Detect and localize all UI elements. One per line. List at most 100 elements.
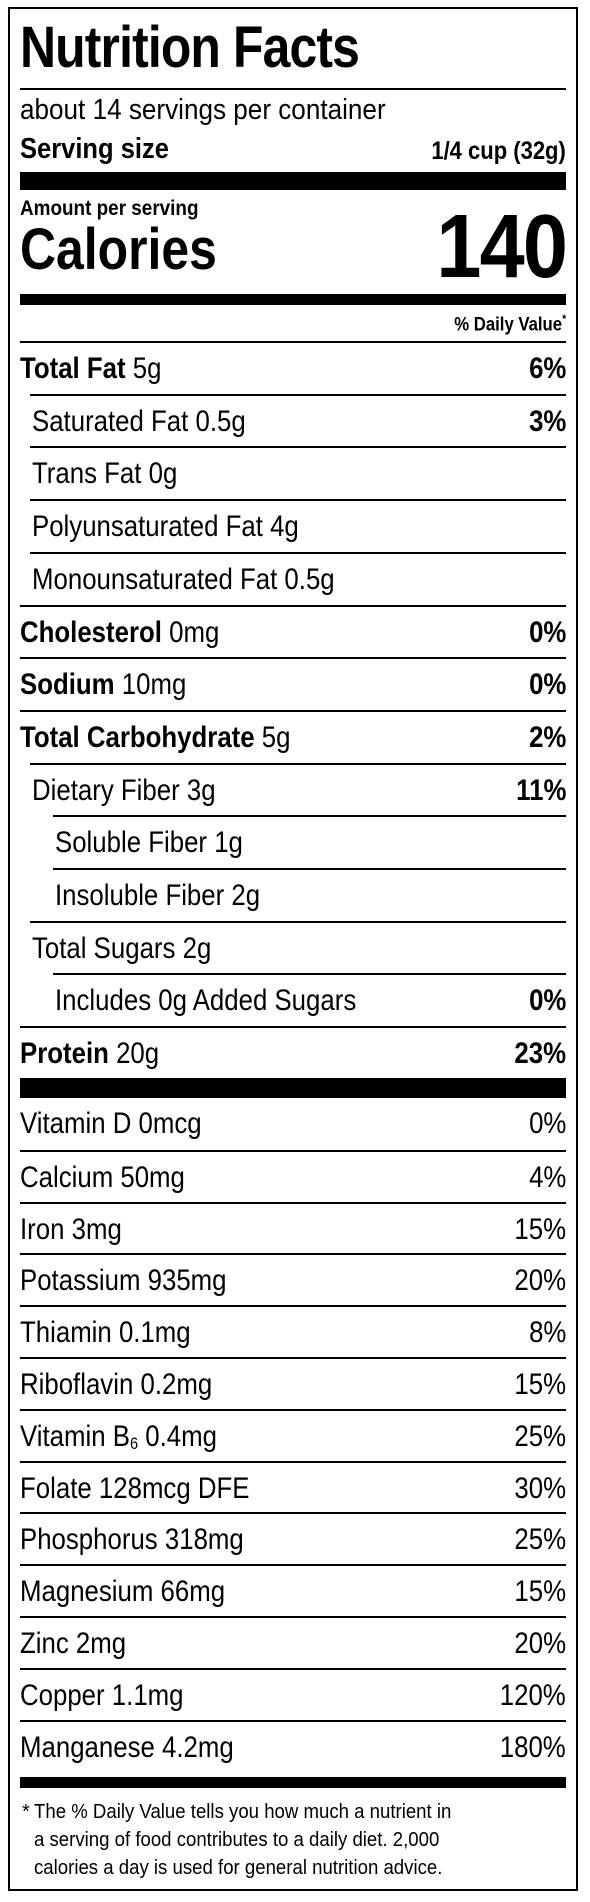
nutrient-daily-value: 23% <box>514 1037 566 1071</box>
vitamin-daily-value: 25% <box>514 1419 566 1453</box>
nutrient-text: Dietary Fiber 3g <box>32 773 216 809</box>
vitamin-name: Potassium <box>20 1264 141 1298</box>
vitamin-daily-value: 30% <box>514 1471 566 1505</box>
vitamin-text: Thiamin 0.1mg <box>20 1315 191 1351</box>
vitamin-daily-value: 20% <box>514 1627 566 1660</box>
vitamin-daily-value: 0% <box>528 1107 566 1140</box>
nutrient-row: Saturated Fat 0.5g 3% <box>30 393 566 446</box>
vitamin-text: Potassium 935mg <box>20 1263 227 1299</box>
nutrient-text: Saturated Fat 0.5g <box>32 404 246 440</box>
nutrient-row: Total Carbohydrate 5g 2% <box>20 709 566 762</box>
vitamin-text: Iron 3mg <box>20 1212 122 1248</box>
nutrient-text: Total Carbohydrate 5g <box>20 720 290 756</box>
vitamin-amount: 128mcg DFE <box>98 1471 250 1505</box>
vitamin-amount: 4.2mg <box>162 1730 234 1764</box>
vitamin-row: Manganese 4.2mg 180% <box>20 1719 566 1772</box>
vitamin-amount: 318mg <box>164 1523 244 1557</box>
vitamin-name: Folate <box>20 1471 92 1505</box>
vitamin-row: Iron 3mg 15% <box>20 1201 566 1254</box>
vitamin-row: Vitamin D 0mcg 0% <box>20 1098 566 1150</box>
nutrient-row: Total Sugars 2g <box>30 920 566 973</box>
vitamin-daily-value: 15% <box>514 1368 566 1401</box>
vitamin-row: Thiamin 0.1mg 8% <box>20 1305 566 1357</box>
vitamin-text: Copper 1.1mg <box>20 1678 184 1714</box>
nutrient-daily-value: 2% <box>528 720 566 754</box>
daily-value-header: % Daily Value* <box>454 312 566 336</box>
vitamin-name: Calcium <box>20 1160 114 1194</box>
vitamin-subscript: 6 <box>129 1433 139 1453</box>
nutrient-name: Dietary Fiber <box>32 773 180 807</box>
vitamin-name: Vitamin B <box>20 1419 130 1453</box>
daily-value-asterisk: * <box>561 312 566 326</box>
nutrient-name: Polyunsaturated Fat <box>32 510 263 544</box>
serving-thick-bar <box>20 172 566 190</box>
nutrient-daily-value: 11% <box>515 773 566 807</box>
nutrient-name: Saturated Fat <box>32 404 189 438</box>
nutrient-row: Monounsaturated Fat 0.5g <box>30 551 566 604</box>
nutrient-text: Total Sugars 2g <box>32 931 211 967</box>
vitamin-name: Magnesium <box>20 1575 154 1609</box>
daily-value-header-text: % Daily Value <box>454 314 562 336</box>
nutrient-text: Monounsaturated Fat 0.5g <box>32 562 335 598</box>
nutrient-row: Soluble Fiber 1g <box>53 815 566 867</box>
vitamin-text: Vitamin D 0mcg <box>20 1106 202 1142</box>
nutrient-name: Total Sugars <box>32 931 176 965</box>
vitamin-row: Folate 128mcg DFE 30% <box>20 1460 566 1513</box>
nutrient-daily-value: 0% <box>528 984 566 1018</box>
servings-per-container: about 14 servings per container <box>20 94 386 126</box>
vitamin-text: Magnesium 66mg <box>20 1574 225 1610</box>
vitamin-amount: 0.4mg <box>145 1419 217 1453</box>
vitamin-row: Magnesium 66mg 15% <box>20 1564 566 1616</box>
nutrient-text: Total Fat 5g <box>20 351 161 387</box>
nutrient-name: Monounsaturated Fat <box>32 562 278 596</box>
nutrient-name: Insoluble Fiber <box>55 879 225 912</box>
nutrient-row: Insoluble Fiber 2g <box>53 868 566 920</box>
nutrient-row: Cholesterol 0mg 0% <box>20 604 566 657</box>
vitamin-text: Vitamin B6 0.4mg <box>20 1419 217 1462</box>
vitamin-row: Riboflavin 0.2mg 15% <box>20 1357 566 1409</box>
footnote-line: calories a day is used for general nutri… <box>34 1857 443 1879</box>
nutrient-amount: 2g <box>231 879 261 912</box>
nutrient-text: Soluble Fiber 1g <box>55 825 243 861</box>
vitamin-amount: 1.1mg <box>111 1678 184 1712</box>
nutrient-amount: 2g <box>182 931 212 965</box>
vitamin-text: Folate 128mcg DFE <box>20 1471 249 1507</box>
calories-label: Calories <box>20 217 217 282</box>
label-content: Nutrition Facts about 14 servings per co… <box>20 9 568 1889</box>
vitamin-text: Phosphorus 318mg <box>20 1522 244 1558</box>
vitamin-row: Copper 1.1mg 120% <box>20 1667 566 1720</box>
nutrition-facts-label: Nutrition Facts about 14 servings per co… <box>8 7 578 1891</box>
vitamin-name: Manganese <box>20 1730 155 1764</box>
nutrient-text: Cholesterol 0mg <box>20 615 219 651</box>
nutrient-amount: 1g <box>214 826 243 860</box>
vitamin-daily-value: 15% <box>514 1212 566 1246</box>
nutrient-name: Total Fat <box>20 352 126 385</box>
nutrient-amount: 4g <box>270 510 299 544</box>
vitamin-amount: 0mcg <box>138 1107 202 1140</box>
label-title: Nutrition Facts <box>20 15 360 80</box>
nutrient-row: Includes 0g Added Sugars 0% <box>53 973 566 1025</box>
nutrient-amount: 10mg <box>121 668 187 702</box>
vitamin-row: Calcium 50mg 4% <box>20 1149 566 1202</box>
vitamin-row: Zinc 2mg 20% <box>20 1616 566 1668</box>
vitamin-amount: 3mg <box>71 1212 122 1246</box>
nutrient-name: Protein <box>20 1037 109 1071</box>
serving-size-row: Serving size 1/4 cup (32g) <box>20 127 566 167</box>
vitamin-amount: 2mg <box>75 1627 127 1660</box>
vitamin-daily-value: 15% <box>514 1575 566 1609</box>
vitamin-amount: 66mg <box>160 1575 226 1609</box>
vitamin-daily-value: 4% <box>528 1160 566 1194</box>
nutrient-text: Includes 0g Added Sugars <box>55 983 356 1019</box>
vitamin-row: Potassium 935mg 20% <box>20 1253 566 1305</box>
nutrient-text: Protein 20g <box>20 1036 159 1072</box>
footnote-asterisk: * <box>22 1801 30 1823</box>
nutrient-row: Total Fat 5g 6% <box>20 341 566 393</box>
nutrient-row: Sodium 10mg 0% <box>20 657 566 709</box>
nutrient-amount: 20g <box>116 1037 160 1071</box>
nutrient-amount: 0mg <box>169 615 220 649</box>
nutrient-name: Soluble Fiber <box>55 826 208 860</box>
nutrient-daily-value: 3% <box>528 404 566 438</box>
nutrient-daily-value: 0% <box>528 615 566 649</box>
nutrient-amount: 0.5g <box>284 562 335 596</box>
nutrient-name: Total Carbohydrate <box>20 720 255 754</box>
